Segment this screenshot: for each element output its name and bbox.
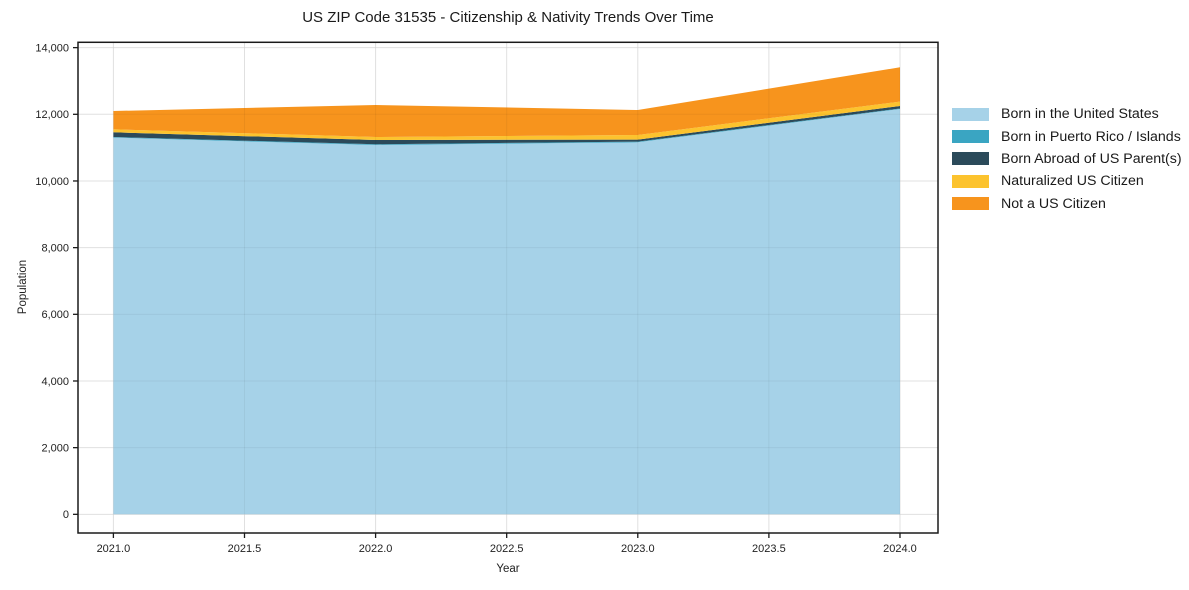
x-tick-label: 2021.5: [228, 543, 262, 555]
y-tick-label: 4,000: [41, 376, 69, 388]
x-tick-label: 2022.5: [490, 543, 524, 555]
x-tick-label: 2024.0: [883, 543, 917, 555]
legend-item-born-in-the-united-states: Born in the United States: [952, 103, 1182, 125]
legend-label: Born in the United States: [1001, 106, 1159, 123]
y-tick-label: 10,000: [35, 176, 69, 188]
y-tick-label: 14,000: [35, 42, 69, 54]
chart-title: US ZIP Code 31535 - Citizenship & Nativi…: [302, 9, 714, 26]
y-tick-label: 2,000: [41, 442, 69, 454]
legend-item-naturalized-us-citizen: Naturalized US Citizen: [952, 170, 1182, 192]
legend-swatch-icon: [952, 197, 989, 211]
y-axis-title: Population: [17, 259, 29, 315]
area-born-in-the-united-states: [113, 109, 900, 515]
legend-label: Not a US Citizen: [1001, 195, 1106, 212]
legend-label: Naturalized US Citizen: [1001, 173, 1144, 190]
y-tick-label: 6,000: [41, 309, 69, 321]
legend-swatch-icon: [952, 174, 989, 188]
legend: Born in the United States Born in Puerto …: [952, 103, 1182, 215]
legend-label: Born Abroad of US Parent(s): [1001, 150, 1182, 167]
legend-swatch-icon: [952, 130, 989, 144]
legend-swatch-icon: [952, 107, 989, 121]
x-tick-label: 2022.0: [359, 543, 393, 555]
y-tick-label: 12,000: [35, 109, 69, 121]
legend-item-born-abroad-of-us-parent-s: Born Abroad of US Parent(s): [952, 148, 1182, 170]
area-naturalized-us-citizen: [113, 101, 900, 140]
x-axis-title: Year: [496, 563, 520, 575]
legend-item-not-a-us-citizen: Not a US Citizen: [952, 193, 1182, 215]
legend-label: Born in Puerto Rico / Islands: [1001, 128, 1181, 145]
area-not-a-us-citizen: [113, 67, 900, 137]
x-tick-label: 2023.5: [752, 543, 786, 555]
y-tick-label: 8,000: [41, 242, 69, 254]
x-tick-label: 2023.0: [621, 543, 655, 555]
legend-item-born-in-puerto-rico-islands: Born in Puerto Rico / Islands: [952, 125, 1182, 147]
axes-box: [77, 41, 939, 534]
y-tick-label: 0: [63, 509, 69, 521]
x-tick-label: 2021.0: [97, 543, 131, 555]
legend-swatch-icon: [952, 152, 989, 166]
